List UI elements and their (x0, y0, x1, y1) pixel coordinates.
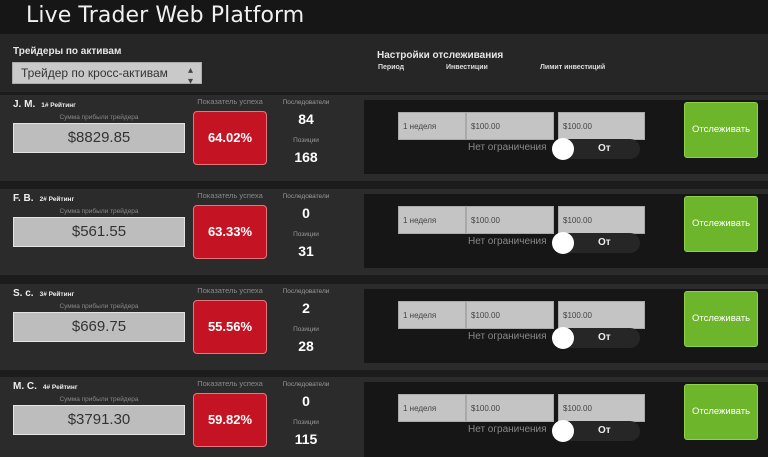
no-limit-label: Нет ограничения (468, 424, 547, 435)
no-limit-toggle[interactable]: От (552, 138, 640, 160)
trader-name: S. c. (13, 288, 34, 299)
trader-name-container: M. C. 4# Рейтинг (13, 381, 78, 392)
tracking-settings-panel: 1 неделя $100.00 $100.00 Нет ограничения… (364, 194, 768, 268)
positions-label: Позиции (293, 419, 319, 426)
success-rate-label: Показатель успеха (197, 286, 263, 295)
investment-limit-field[interactable]: $100.00 (558, 394, 645, 422)
tracking-heading: Настройки отслеживания (377, 50, 504, 61)
period-field[interactable]: 1 неделя (398, 112, 466, 140)
followers-label: Последователи (282, 381, 330, 388)
followers-count: 84 (298, 111, 314, 127)
trader-rank: 3# Рейтинг (39, 291, 75, 298)
trader-name: M. C. (13, 381, 37, 392)
trader-profit: $8829.85 (13, 123, 185, 153)
toggle-knob (552, 327, 574, 349)
trader-type-select-value: Трейдер по кросс-активам (21, 66, 168, 80)
trader-profit: $561.55 (13, 217, 185, 247)
followers-label: Последователи (282, 99, 330, 106)
no-limit-toggle[interactable]: От (552, 420, 640, 442)
trader-profit: $3791.30 (13, 405, 185, 435)
follow-button[interactable]: Отслеживать (684, 196, 758, 252)
toggle-knob (552, 138, 574, 160)
success-rate-label: Показатель успеха (197, 379, 263, 388)
follow-button[interactable]: Отслеживать (684, 291, 758, 347)
positions-label: Позиции (293, 231, 319, 238)
trader-type-select[interactable]: Трейдер по кросс-активам ▴ ▾ (12, 62, 202, 87)
profit-label: Сумма прибыли трейдера (59, 303, 139, 310)
tracking-settings-panel: 1 неделя $100.00 $100.00 Нет ограничения… (364, 100, 768, 174)
trader-name-container: S. c. 3# Рейтинг (13, 288, 74, 299)
column-header-period: Период (378, 64, 405, 71)
followers-label: Последователи (282, 288, 330, 295)
positions-label: Позиции (293, 137, 319, 144)
no-limit-toggle[interactable]: От (552, 232, 640, 254)
profit-label: Сумма прибыли трейдера (59, 114, 139, 121)
profit-label: Сумма прибыли трейдера (59, 396, 139, 403)
title-bar: Live Trader Web Platform (0, 0, 768, 34)
no-limit-toggle[interactable]: От (552, 327, 640, 349)
success-rate-badge: 55.56% (193, 300, 267, 354)
toggle-knob (552, 232, 574, 254)
profit-label: Сумма прибыли трейдера (59, 208, 139, 215)
trader-rank: 4# Рейтинг (42, 384, 78, 391)
tracking-settings-panel: 1 неделя $100.00 $100.00 Нет ограничения… (364, 289, 768, 363)
trader-name: F. B. (13, 193, 34, 204)
trader-row: J. M. 1# Рейтинг Сумма прибыли трейдера $… (0, 95, 768, 181)
followers-count: 0 (302, 393, 310, 409)
period-field[interactable]: 1 неделя (398, 394, 466, 422)
success-rate-label: Показатель успеха (197, 97, 263, 106)
no-limit-label: Нет ограничения (468, 142, 547, 153)
period-field[interactable]: 1 неделя (398, 206, 466, 234)
tracking-settings-panel: 1 неделя $100.00 $100.00 Нет ограничения… (364, 382, 768, 457)
positions-count: 28 (298, 338, 314, 354)
trader-name-container: J. M. 1# Рейтинг (13, 99, 76, 110)
investment-limit-field[interactable]: $100.00 (558, 206, 645, 234)
column-header-investment-limit: Лимит инвестиций (540, 64, 606, 71)
investment-field[interactable]: $100.00 (466, 301, 554, 329)
investment-limit-field[interactable]: $100.00 (558, 112, 645, 140)
toggle-state-label: От (598, 425, 611, 436)
toggle-knob (552, 420, 574, 442)
success-rate-label: Показатель успеха (197, 191, 263, 200)
no-limit-label: Нет ограничения (468, 331, 547, 342)
success-rate-badge: 63.33% (193, 205, 267, 259)
trader-rank: 1# Рейтинг (41, 102, 76, 109)
investment-field[interactable]: $100.00 (466, 112, 554, 140)
positions-count: 115 (294, 431, 318, 447)
follow-button[interactable]: Отслеживать (684, 102, 758, 158)
toggle-state-label: От (598, 143, 611, 154)
success-rate-badge: 59.82% (193, 393, 267, 447)
toggle-state-label: От (598, 332, 611, 343)
positions-count: 31 (298, 243, 314, 259)
toggle-state-label: От (598, 237, 611, 248)
no-limit-label: Нет ограничения (468, 236, 547, 247)
trader-rank: 2# Рейтинг (39, 196, 75, 203)
trader-row: F. B. 2# Рейтинг Сумма прибыли трейдера $… (0, 189, 768, 275)
filter-label: Трейдеры по активам (13, 46, 122, 57)
trader-name: J. M. (13, 99, 36, 110)
investment-field[interactable]: $100.00 (466, 394, 554, 422)
trader-row: S. c. 3# Рейтинг Сумма прибыли трейдера $… (0, 284, 768, 370)
success-rate-badge: 64.02% (193, 111, 267, 165)
up-down-chevron-icon: ▴ ▾ (187, 65, 193, 87)
app-title: Live Trader Web Platform (26, 3, 305, 28)
column-header-investments: Инвестиции (446, 64, 488, 71)
followers-count: 0 (302, 205, 310, 221)
followers-label: Последователи (282, 193, 330, 200)
trader-row: M. C. 4# Рейтинг Сумма прибыли трейдера $… (0, 377, 768, 457)
investment-limit-field[interactable]: $100.00 (558, 301, 645, 329)
trader-name-container: F. B. 2# Рейтинг (13, 193, 74, 204)
follow-button[interactable]: Отслеживать (684, 384, 758, 440)
positions-label: Позиции (293, 326, 319, 333)
positions-count: 168 (294, 149, 318, 165)
followers-count: 2 (302, 300, 310, 316)
investment-field[interactable]: $100.00 (466, 206, 554, 234)
period-field[interactable]: 1 неделя (398, 301, 466, 329)
trader-profit: $669.75 (13, 312, 185, 342)
